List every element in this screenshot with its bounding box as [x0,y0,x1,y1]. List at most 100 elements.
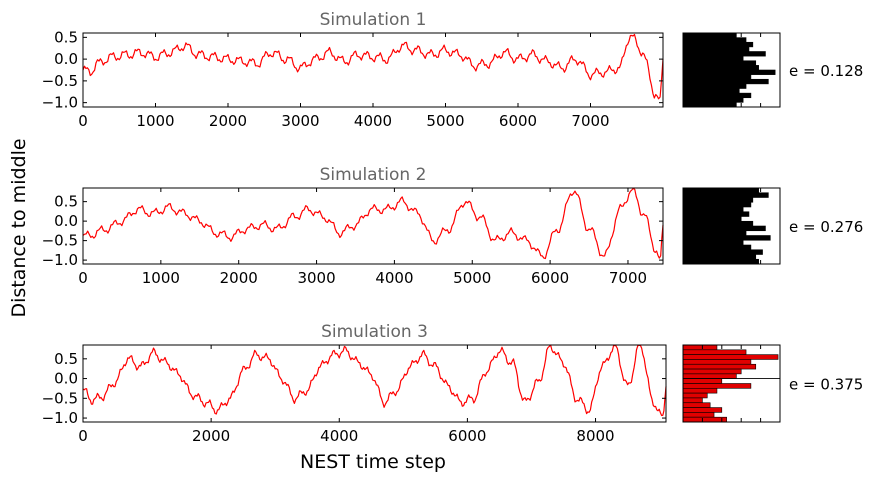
histogram-bar [682,363,757,370]
histogram-bar [682,359,752,365]
x-tick-label: 0 [78,269,88,287]
plot-frame [82,187,664,265]
histogram-bar [682,88,740,94]
histogram-bar [682,41,754,48]
x-tick-label: 4000 [320,427,358,445]
x-tick-label: 5000 [426,112,464,130]
histogram-bar [682,383,752,389]
y-tick-label: −1.0 [42,251,78,269]
histogram-bar [682,102,737,108]
histogram-bar [682,244,752,251]
x-axis-label: NEST time step [300,451,446,473]
histogram-bar [682,368,742,375]
x-tick-label: 6000 [448,427,486,445]
y-tick-label: 0.5 [54,350,78,368]
x-tick-label: 3000 [297,269,335,287]
y-tick-label: −1.0 [42,409,78,427]
histogram-bar [682,388,718,394]
histogram-bar [682,230,747,236]
error-annotation: e = 0.128 [789,62,863,80]
subplot-1: Simulation 1 0 1000 2000 3000 4000 5000 6000 700… [42,10,864,130]
x-tick-label: 4000 [375,269,413,287]
histogram-bar [682,206,744,213]
histogram-bar [682,37,747,43]
histogram-bar [682,74,752,80]
histogram-bar [682,78,769,85]
histogram-bar [682,83,747,89]
x-tick-label: 1000 [136,112,174,130]
histogram-bar [682,344,718,351]
histogram-bar [682,402,711,408]
histogram-bar [682,60,757,66]
histogram-bar [682,412,715,418]
histogram-bar [682,373,737,379]
x-tick-label: 6000 [531,269,569,287]
x-tick-label: 0 [78,112,88,130]
histogram-frame [682,344,781,423]
subplot-title: Simulation 1 [320,10,427,30]
y-tick-label: 0.0 [54,212,78,230]
subplot-2: Simulation 2 0 1000 2000 3000 4000 5000 6000 700… [42,165,864,287]
histogram-bar [682,51,766,57]
x-tick-label: 2000 [209,112,247,130]
error-annotation: e = 0.276 [789,218,863,236]
histogram-bar [682,187,759,194]
y-tick-label: −0.5 [42,72,78,90]
series-line [82,33,664,100]
y-tick-label: 0.0 [54,370,78,388]
histogram-bar [682,32,737,38]
y-tick-label: 0.5 [54,193,78,211]
histogram-bar [682,235,771,241]
histogram-bar [682,354,779,360]
histogram-bar [682,92,752,99]
histogram-bar [682,220,754,227]
histogram-bar [682,392,708,399]
subplot-title: Simulation 3 [321,322,428,342]
subplot-3: Simulation 3 0 2000 4000 6000 8000 0.5 0.0−0.5 −… [42,322,864,445]
x-tick-label: 7000 [571,112,609,130]
histogram-bar [682,378,723,384]
y-tick-label: 0.0 [54,50,78,68]
y-tick-label: −0.5 [42,389,78,407]
x-tick-label: 8000 [576,427,614,445]
x-tick-label: 3000 [281,112,319,130]
histogram-bar [682,239,744,246]
histogram-bar [682,258,759,265]
histogram-bar [682,97,744,103]
x-tick-label: 7000 [609,269,647,287]
y-axis-label: Distance to middle [8,138,30,317]
subplot-title: Simulation 2 [320,165,427,185]
histogram-bar [682,55,744,62]
x-tick-label: 1000 [142,269,180,287]
histogram-bar [682,249,763,255]
histogram-bar [682,407,723,413]
histogram-bar [682,192,769,198]
histogram-bar [682,254,757,260]
histogram-bar [682,211,750,217]
histogram-frame [682,187,781,265]
x-tick-label: 6000 [499,112,537,130]
histogram-bar [682,46,750,52]
x-tick-label: 4000 [354,112,392,130]
series-line [82,344,667,417]
y-tick-label: −0.5 [42,232,78,250]
x-tick-label: 5000 [453,269,491,287]
histogram-bar [682,349,747,355]
y-tick-label: −1.0 [42,94,78,112]
plot-frame [82,344,667,423]
histogram-frame [682,32,781,108]
plot-frame [82,32,664,108]
x-tick-label: 2000 [192,427,230,445]
histogram-bar [682,216,742,222]
histogram-bar [682,65,759,71]
histogram-bar [682,69,776,75]
histogram-bar [682,416,727,423]
histogram-bar [682,397,703,404]
error-annotation: e = 0.375 [789,376,863,394]
y-tick-label: 0.5 [54,28,78,46]
x-tick-label: 2000 [220,269,258,287]
series-line [82,187,664,260]
histogram-bar [682,201,752,208]
x-tick-label: 0 [78,427,88,445]
